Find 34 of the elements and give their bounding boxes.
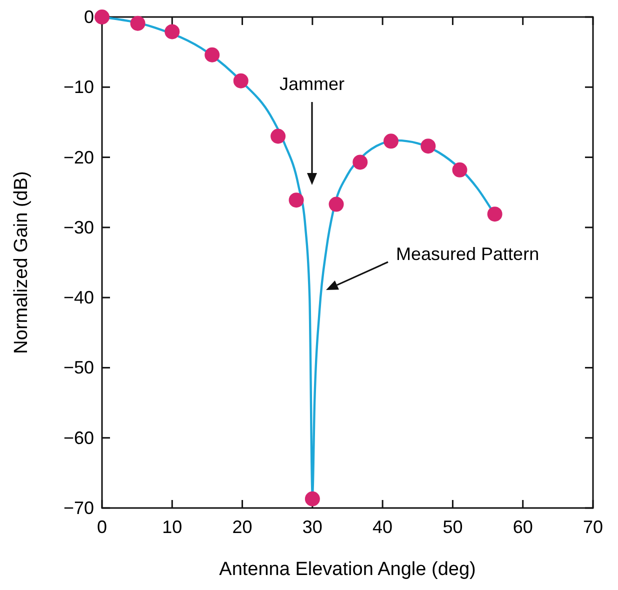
y-tick-label: −70	[63, 498, 94, 518]
point	[487, 206, 502, 222]
point	[270, 128, 286, 144]
x-tick-label: 10	[162, 517, 182, 537]
y-tick-label: −60	[63, 428, 94, 448]
point	[328, 196, 344, 212]
y-tick-label: −10	[63, 77, 94, 98]
point	[304, 491, 320, 506]
x-tick-label: 50	[442, 517, 463, 537]
y-tick-label: −40	[63, 288, 94, 308]
point	[204, 47, 220, 62]
annotation: Measured Pattern	[396, 244, 540, 264]
point	[288, 192, 304, 208]
x-tick-label: 40	[372, 517, 393, 537]
point	[233, 73, 248, 88]
x-axis-title: Antenna Elevation Angle (deg)	[219, 559, 476, 580]
y-tick-label: −30	[63, 217, 94, 238]
point	[352, 154, 368, 170]
x-tick-label: 70	[582, 517, 604, 537]
x-tick-label: 0	[96, 517, 108, 537]
point	[94, 10, 110, 24]
y-tick-label: −20	[63, 147, 94, 168]
point	[130, 16, 146, 31]
annotation: Jammer	[279, 74, 345, 94]
point	[164, 24, 180, 40]
y-axis-title: Normalized Gain (dB)	[11, 171, 32, 354]
x-tick-label: 60	[512, 517, 533, 537]
y-tick-label: −50	[63, 358, 94, 378]
point	[383, 134, 398, 149]
x-tick-label: 20	[232, 517, 252, 537]
point	[420, 138, 436, 154]
point	[452, 162, 468, 178]
y-tick-label: 0	[84, 7, 94, 27]
x-tick-label: 30	[302, 517, 322, 537]
